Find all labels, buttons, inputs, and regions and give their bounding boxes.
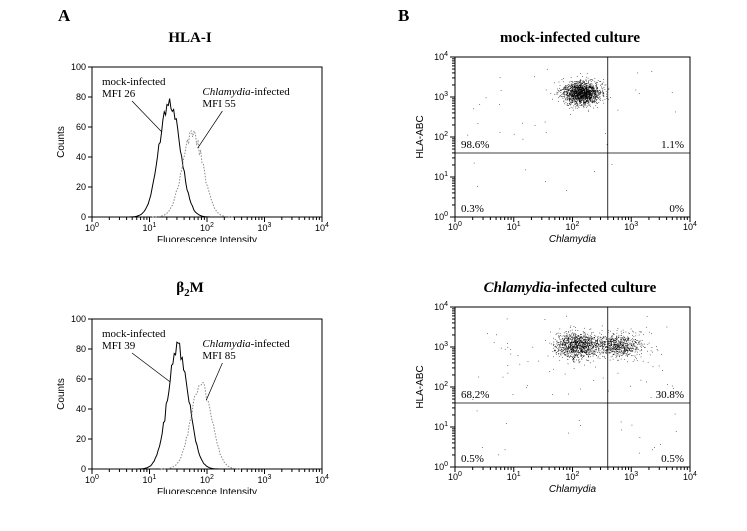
svg-text:0.5%: 0.5%	[461, 453, 484, 465]
scatter2-svg: 100100 101 101 102 102 103 103 104 104 HLA-ABC Chl…	[410, 297, 720, 497]
svg-text:mock-infected: mock-infected	[102, 328, 166, 340]
svg-text:0%: 0%	[669, 203, 684, 215]
svg-text:103: 103	[624, 471, 638, 482]
svg-text:104: 104	[434, 51, 448, 62]
svg-text:100: 100	[434, 461, 448, 472]
svg-text:0.5%: 0.5%	[661, 453, 684, 465]
svg-text:102: 102	[566, 471, 580, 482]
svg-text:103: 103	[258, 474, 272, 485]
panel-a-label: A	[58, 6, 70, 26]
svg-text:0: 0	[81, 212, 86, 222]
svg-text:MFI 85: MFI 85	[202, 350, 236, 362]
svg-text:104: 104	[683, 221, 697, 232]
svg-text:100: 100	[448, 221, 462, 232]
hist2-svg: 0 20 40 60 80 100 Counts 100 101 102 103 104 Fluores…	[50, 299, 340, 494]
svg-text:1.1%: 1.1%	[661, 139, 684, 151]
scatter1-title: mock-infected culture	[430, 30, 710, 47]
svg-text:Chlamydia-infected: Chlamydia-infected	[202, 338, 290, 350]
svg-text:60: 60	[76, 122, 86, 132]
svg-text:68.2%: 68.2%	[461, 389, 489, 401]
svg-text:101: 101	[434, 171, 448, 182]
svg-text:102: 102	[434, 381, 448, 392]
svg-text:104: 104	[434, 301, 448, 312]
svg-text:20: 20	[76, 182, 86, 192]
svg-text:104: 104	[683, 471, 697, 482]
svg-text:104: 104	[315, 474, 329, 485]
svg-text:Chlamydia: Chlamydia	[549, 234, 597, 245]
svg-text:101: 101	[434, 421, 448, 432]
svg-text:100: 100	[448, 471, 462, 482]
svg-text:MFI 26: MFI 26	[102, 88, 136, 100]
svg-text:80: 80	[76, 92, 86, 102]
svg-text:103: 103	[258, 222, 272, 233]
svg-text:103: 103	[624, 221, 638, 232]
panel-b-label: B	[398, 6, 409, 26]
svg-text:80: 80	[76, 344, 86, 354]
svg-text:30.8%: 30.8%	[656, 389, 684, 401]
svg-text:MFI 39: MFI 39	[102, 340, 136, 352]
svg-text:100: 100	[434, 211, 448, 222]
svg-text:0.3%: 0.3%	[461, 203, 484, 215]
histogram-hla-i: HLA-I 0 20 40 60 80 100 Counts 100 101 102 103 104 F…	[50, 30, 340, 242]
svg-text:100: 100	[71, 62, 86, 72]
svg-text:HLA-ABC: HLA-ABC	[415, 115, 426, 158]
svg-text:40: 40	[76, 152, 86, 162]
svg-text:Chlamydia-infected: Chlamydia-infected	[202, 86, 290, 98]
svg-text:98.6%: 98.6%	[461, 139, 489, 151]
scatter2-title: Chlamydia-infected culture	[430, 280, 710, 297]
scatter-chlamydia: Chlamydia-infected culture 1001001011011…	[410, 280, 720, 497]
hist1-svg: 0 20 40 60 80 100 Counts 100 101 102 103 104 Fluores…	[50, 47, 340, 242]
svg-text:Fluorescence Intensity: Fluorescence Intensity	[157, 487, 257, 494]
svg-text:103: 103	[434, 341, 448, 352]
svg-text:100: 100	[71, 314, 86, 324]
svg-text:102: 102	[200, 222, 214, 233]
scatter1-svg: 100100 101 101 102 102 103 103 104 104 HLA-ABC Chl…	[410, 47, 720, 247]
svg-text:60: 60	[76, 374, 86, 384]
svg-text:Chlamydia: Chlamydia	[549, 484, 597, 495]
hist2-title: β2M	[90, 280, 290, 299]
svg-text:100: 100	[85, 474, 99, 485]
svg-text:103: 103	[434, 91, 448, 102]
svg-text:HLA-ABC: HLA-ABC	[415, 365, 426, 408]
svg-text:Fluorescence Intensity: Fluorescence Intensity	[157, 235, 257, 242]
svg-text:20: 20	[76, 434, 86, 444]
hist1-title: HLA-I	[90, 30, 290, 47]
svg-text:0: 0	[81, 464, 86, 474]
svg-text:102: 102	[566, 221, 580, 232]
scatter-mock: mock-infected culture 100100 101 101 102 102…	[410, 30, 720, 247]
svg-text:mock-infected: mock-infected	[102, 76, 166, 88]
svg-text:101: 101	[143, 222, 157, 233]
svg-text:102: 102	[434, 131, 448, 142]
svg-text:MFI 55: MFI 55	[202, 98, 236, 110]
svg-text:104: 104	[315, 222, 329, 233]
svg-text:Counts: Counts	[56, 378, 67, 410]
histogram-b2m: β2M 0 20 40 60 80 100 Counts 100 101 102 103 104 Flu…	[50, 280, 340, 494]
svg-text:101: 101	[507, 221, 521, 232]
svg-text:101: 101	[507, 471, 521, 482]
svg-text:100: 100	[85, 222, 99, 233]
svg-text:101: 101	[143, 474, 157, 485]
svg-text:102: 102	[200, 474, 214, 485]
svg-text:Counts: Counts	[56, 126, 67, 158]
svg-text:40: 40	[76, 404, 86, 414]
